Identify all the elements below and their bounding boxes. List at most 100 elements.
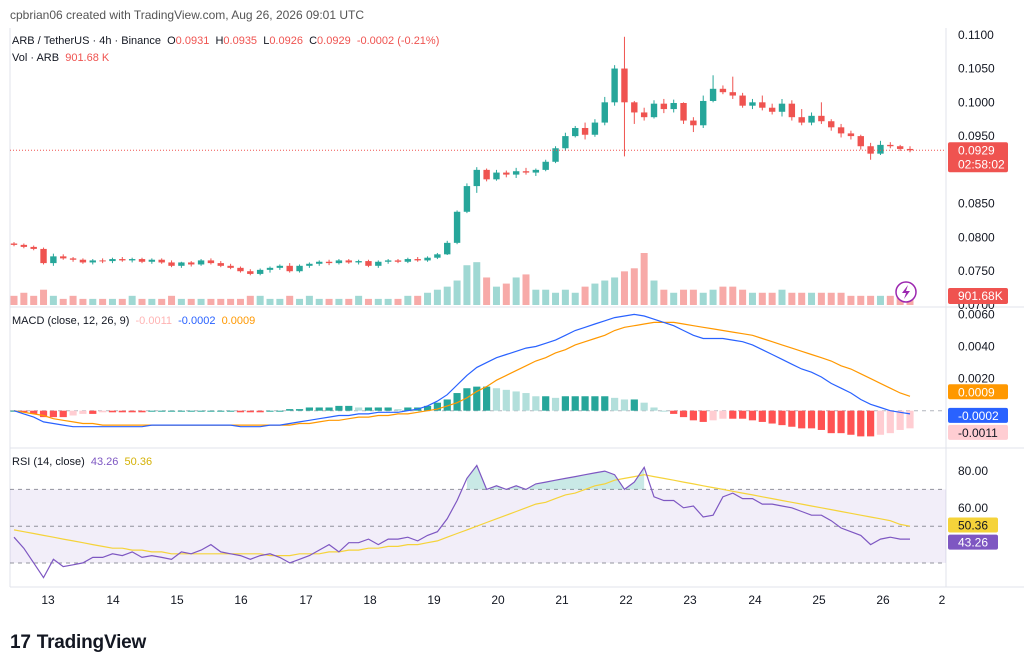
tradingview-logo-icon: 17 [10,632,31,653]
macd-histogram-bar [463,388,471,411]
symbol-label[interactable]: ARB / TetherUS · 4h · Binance [12,35,161,47]
candle-body [89,260,96,263]
rsi-label[interactable]: RSI (14, close) [12,456,85,468]
candle-body [119,259,126,261]
candle-body [552,148,559,162]
macd-histogram-bar [876,410,885,435]
macd-histogram-bar [30,410,38,414]
volume-bar [788,292,796,305]
macd-axis-tick: 0.0020 [958,372,995,386]
macd-histogram-bar [69,410,77,416]
candle-body [60,256,67,259]
candle-body [778,103,786,112]
volume-bar [59,298,67,305]
macd-histogram-bar [20,410,28,413]
macd-histogram-bar [305,407,313,411]
macd-histogram-bar [335,405,343,411]
volume-bar [404,295,412,305]
macd-histogram-bar [640,402,648,411]
macd-histogram-bar [227,410,235,412]
candle-body [690,120,697,126]
volume-bar [49,295,57,305]
volume-bar [463,265,471,305]
volume-bar [837,292,845,305]
vol-label[interactable]: Vol · ARB [12,52,60,64]
volume-bar [798,292,806,305]
candle-body [542,161,549,170]
candle-body [562,136,569,149]
candle-body [828,121,835,128]
candle-body [837,127,845,134]
macd-histogram-bar [148,410,156,412]
volume-bar [473,262,481,305]
time-axis-tick: 24 [748,593,762,607]
candle-body [818,115,825,122]
candle-body [345,260,352,263]
volume-bar [364,298,372,305]
candle-body [572,127,579,137]
candle-body [178,262,185,266]
candle-body [906,148,914,151]
macd-histogram-bar [236,410,245,413]
volume-value-label: 901.68K [958,289,1003,303]
macd-histogram-bar [89,410,97,414]
macd-histogram-bar [315,407,323,411]
volume-badge [948,288,1008,304]
macd-histogram-bar [483,386,491,411]
rsi-line [13,464,910,579]
macd-histogram-bar [660,410,668,412]
created-by-caption: cpbrian06 created with TradingView.com, … [10,8,364,22]
candle-body [473,169,480,187]
time-axis-tick: 20 [491,593,505,607]
candle-body [276,265,284,268]
candle-body [808,115,815,123]
macd-histogram-bar [798,410,806,429]
volume-bar [355,295,363,305]
macd-histogram-bar [679,410,688,418]
time-axis-tick: 2 [939,593,946,607]
rsi-ma-line [13,474,911,557]
macd-histogram-bar [650,407,658,411]
macd-histogram-bar [620,399,629,411]
open-value: 0.0931 [175,35,210,47]
macd-histogram-bar [542,396,550,411]
macd-histogram-bar [364,407,373,411]
vol-value: 901.68 K [65,52,110,64]
volume-bar [453,280,461,305]
volume-bar [266,298,274,305]
macd-histogram-bar [99,410,107,413]
macd-label[interactable]: MACD (close, 12, 26, 9) [12,315,130,327]
macd-histogram-bar [581,396,589,411]
price-axis-tick: 0.1050 [958,62,995,76]
macd-value-label: -0.0002 [958,409,999,423]
volume-bar [630,268,638,305]
macd-histogram-bar [896,410,904,430]
macd-histogram-bar [689,410,697,421]
volume-bar [217,298,225,305]
candle-body [522,171,530,173]
price-axis-tick: 0.0800 [958,230,995,244]
candle-body [355,261,362,263]
price-axis-tick: 0.0950 [958,129,995,143]
open-label: O [167,35,176,47]
tradingview-logo[interactable]: 17 TradingView [10,632,146,654]
candle-body [483,169,490,180]
candle-body [739,95,746,106]
rsi-value: 43.26 [90,456,119,468]
volume-bar [148,298,156,305]
candle-body [503,172,510,175]
macd-histogram-bar [423,405,432,411]
volume-bar [601,280,609,305]
macd-histogram-bar [246,410,254,413]
macd-axis-tick: 0.0040 [958,340,995,354]
volume-bar [89,298,97,305]
time-axis-tick: 18 [363,593,377,607]
volume-bar [79,298,87,305]
candle-body [375,261,382,266]
volume-bar [680,289,688,305]
macd-histogram-bar [739,410,747,419]
macd-histogram-bar [473,386,481,411]
candle-body [670,102,677,110]
time-axis-tick: 22 [619,593,633,607]
